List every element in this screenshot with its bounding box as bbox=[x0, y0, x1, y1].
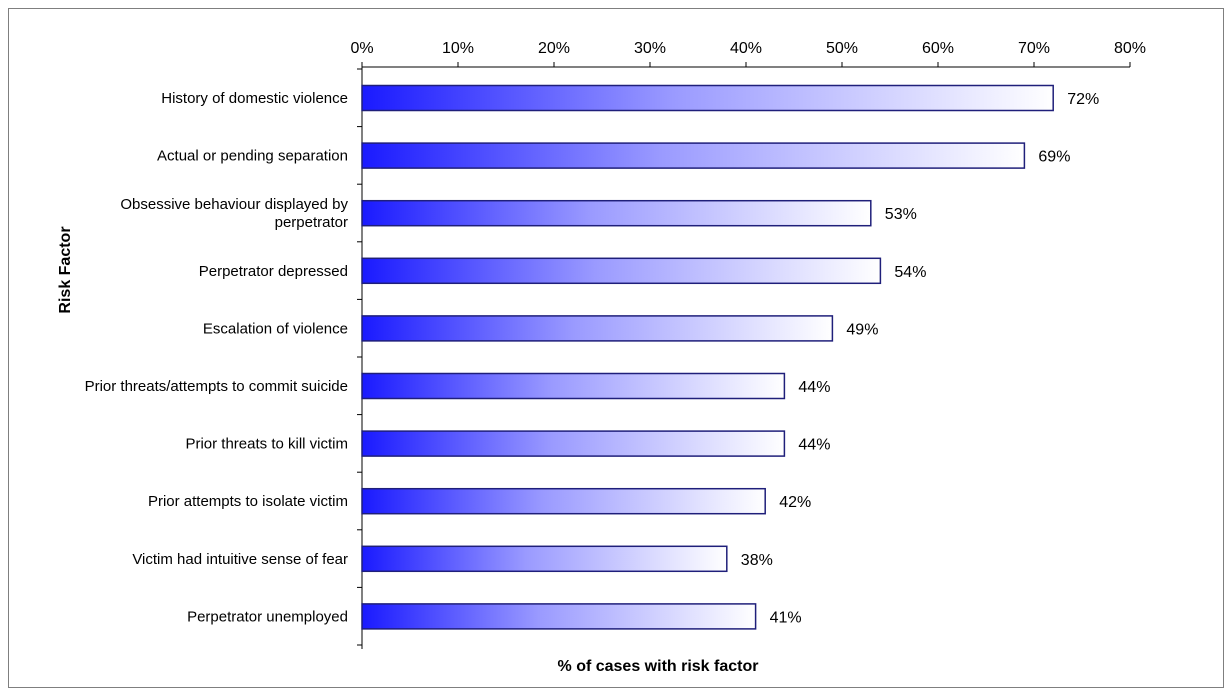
category-label: Prior threats/attempts to commit suicide bbox=[85, 378, 348, 395]
x-tick-label: 70% bbox=[1018, 40, 1050, 57]
data-label: 53% bbox=[885, 206, 917, 223]
data-label: 44% bbox=[798, 437, 830, 454]
data-label: 49% bbox=[846, 321, 878, 338]
x-tick-label: 0% bbox=[350, 40, 373, 57]
data-label: 42% bbox=[779, 494, 811, 511]
data-labels: 72% 69% 53% 54% 49% 44% 44% 42% 38% 41% bbox=[741, 91, 1099, 626]
category-label: Actual or pending separation bbox=[157, 148, 348, 165]
bar bbox=[361, 84, 1054, 112]
x-axis-title: % of cases with risk factor bbox=[558, 658, 759, 675]
x-axis: 0% 10% 20% 30% 40% 50% 60% 70% 80% bbox=[350, 40, 1146, 68]
bar bbox=[361, 603, 757, 630]
chart-frame bbox=[8, 8, 1224, 688]
x-tick-label: 50% bbox=[826, 40, 858, 57]
x-tick-label: 30% bbox=[634, 40, 666, 57]
data-label: 44% bbox=[798, 379, 830, 396]
category-labels: History of domestic violence Actual or pe… bbox=[85, 90, 349, 625]
data-label: 38% bbox=[741, 552, 773, 569]
category-label: History of domestic violence bbox=[161, 90, 348, 107]
bar bbox=[361, 199, 872, 227]
data-label: 72% bbox=[1067, 91, 1099, 108]
bars bbox=[361, 84, 1054, 630]
x-tick-label: 80% bbox=[1114, 40, 1146, 57]
category-label: Obsessive behaviour displayed by bbox=[120, 196, 348, 213]
category-label: Perpetrator unemployed bbox=[187, 608, 348, 625]
y-axis-title: Risk Factor bbox=[57, 226, 74, 313]
x-tick-label: 40% bbox=[730, 40, 762, 57]
category-label: perpetrator bbox=[275, 214, 348, 231]
x-tick-label: 10% bbox=[442, 40, 474, 57]
bar bbox=[361, 545, 728, 573]
bar bbox=[361, 372, 786, 400]
x-tick-label: 20% bbox=[538, 40, 570, 57]
category-label: Perpetrator depressed bbox=[199, 263, 348, 280]
category-label: Escalation of violence bbox=[203, 320, 348, 337]
category-label: Prior attempts to isolate victim bbox=[148, 493, 348, 510]
bar bbox=[361, 257, 882, 285]
bar bbox=[361, 142, 1026, 169]
category-label: Victim had intuitive sense of fear bbox=[132, 551, 348, 568]
bar bbox=[361, 487, 766, 515]
category-label: Prior threats to kill victim bbox=[185, 436, 348, 453]
data-label: 69% bbox=[1038, 149, 1070, 166]
bar bbox=[361, 430, 786, 457]
data-label: 54% bbox=[894, 264, 926, 281]
bar bbox=[361, 315, 834, 342]
x-tick-label: 60% bbox=[922, 40, 954, 57]
data-label: 41% bbox=[770, 609, 802, 626]
